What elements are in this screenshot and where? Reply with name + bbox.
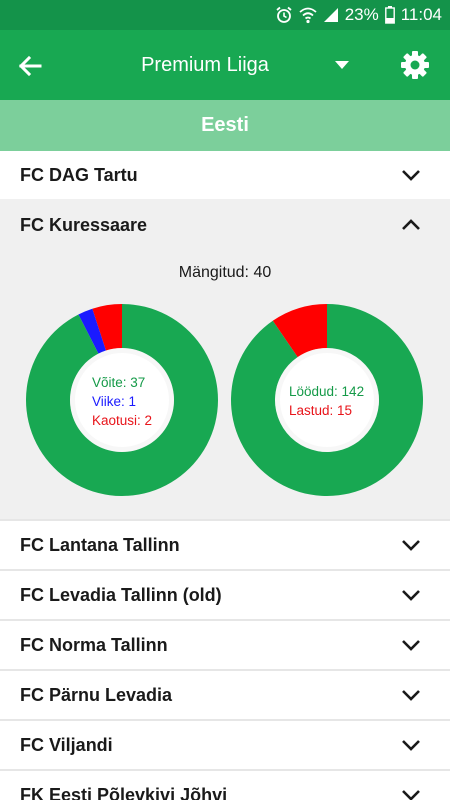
team-name: FC Pärnu Levadia: [20, 685, 173, 705]
goals-conceded-label: Lastud: 15: [289, 403, 353, 418]
team-row-expanded[interactable]: FC Kuressaare Mängitud: 40 Võite: 37 Vii…: [0, 200, 450, 519]
team-row[interactable]: FC Lantana Tallinn: [0, 521, 450, 569]
divider: [0, 669, 450, 671]
draws-label: Viike: 1: [92, 394, 137, 409]
chevron-up-icon[interactable]: [400, 217, 422, 233]
status-bar: 23% 11:04: [0, 0, 450, 30]
draws-slice: [78, 308, 106, 354]
team-row[interactable]: FC Pärnu Levadia: [0, 671, 450, 719]
team-row[interactable]: FC Norma Tallinn: [0, 621, 450, 669]
team-name: FC Levadia Tallinn (old): [20, 585, 222, 605]
divider: [0, 719, 450, 721]
games-played: Mängitud: 40: [178, 264, 272, 281]
team-name: FC DAG Tartu: [20, 165, 138, 185]
country-section-header: Eesti: [0, 100, 450, 151]
back-arrow-icon[interactable]: [14, 50, 46, 82]
battery-percent: 23%: [344, 5, 379, 24]
team-row[interactable]: FK Eesti Põlevkivi Jõhvi: [0, 771, 450, 800]
donut-hole: [280, 353, 374, 447]
team-row[interactable]: FC Levadia Tallinn (old): [0, 571, 450, 619]
team-name: FC Viljandi: [20, 735, 113, 755]
signal-icon: [323, 7, 339, 23]
divider: [0, 569, 450, 571]
divider: [0, 769, 450, 771]
app-bar: Premium Liiga: [0, 30, 450, 100]
donut-hole: [75, 353, 169, 447]
results-donut-chart: Võite: 37 Viike: 1 Kaotusi: 2: [25, 303, 219, 497]
losses-label: Kaotusi: 2: [92, 413, 153, 428]
goals-scored-label: Löödud: 142: [289, 384, 365, 399]
conceded-slice: [272, 304, 327, 358]
chevron-down-icon[interactable]: [400, 787, 422, 800]
dropdown-caret-icon[interactable]: [334, 58, 350, 72]
team-name: FC Lantana Tallinn: [20, 535, 180, 555]
league-title: Premium Liiga: [141, 54, 269, 76]
team-name: FK Eesti Põlevkivi Jõhvi: [20, 785, 228, 800]
chevron-down-icon[interactable]: [400, 687, 422, 703]
league-selector[interactable]: Premium Liiga: [0, 30, 410, 100]
country-title: Eesti: [201, 114, 249, 136]
scored-slice: [231, 304, 424, 496]
clock: 11:04: [400, 5, 442, 24]
battery-icon: [384, 6, 395, 24]
chevron-down-icon[interactable]: [400, 637, 422, 653]
wifi-icon: [299, 6, 317, 24]
chevron-down-icon[interactable]: [400, 537, 422, 553]
wins-label: Võite: 37: [92, 375, 146, 390]
team-row[interactable]: FC Viljandi: [0, 721, 450, 769]
divider: [0, 619, 450, 621]
wins-slice: [25, 304, 218, 496]
goals-legend: Löödud: 142 Lastud: 15: [289, 382, 364, 420]
team-name: FC Kuressaare: [20, 215, 148, 235]
settings-gear-icon[interactable]: [400, 50, 430, 80]
team-name: FC Norma Tallinn: [20, 635, 168, 655]
chevron-down-icon[interactable]: [400, 167, 422, 183]
team-row[interactable]: FC DAG Tartu: [0, 151, 450, 199]
goals-donut-svg: [231, 304, 424, 496]
divider: [0, 519, 450, 521]
losses-slice: [92, 304, 122, 351]
results-legend: Võite: 37 Viike: 1 Kaotusi: 2: [92, 373, 152, 430]
goals-donut-chart: Löödud: 142 Lastud: 15: [230, 303, 424, 497]
chevron-down-icon[interactable]: [400, 587, 422, 603]
results-donut-svg: [25, 304, 218, 496]
chevron-down-icon[interactable]: [400, 737, 422, 753]
alarm-icon: [275, 6, 293, 24]
